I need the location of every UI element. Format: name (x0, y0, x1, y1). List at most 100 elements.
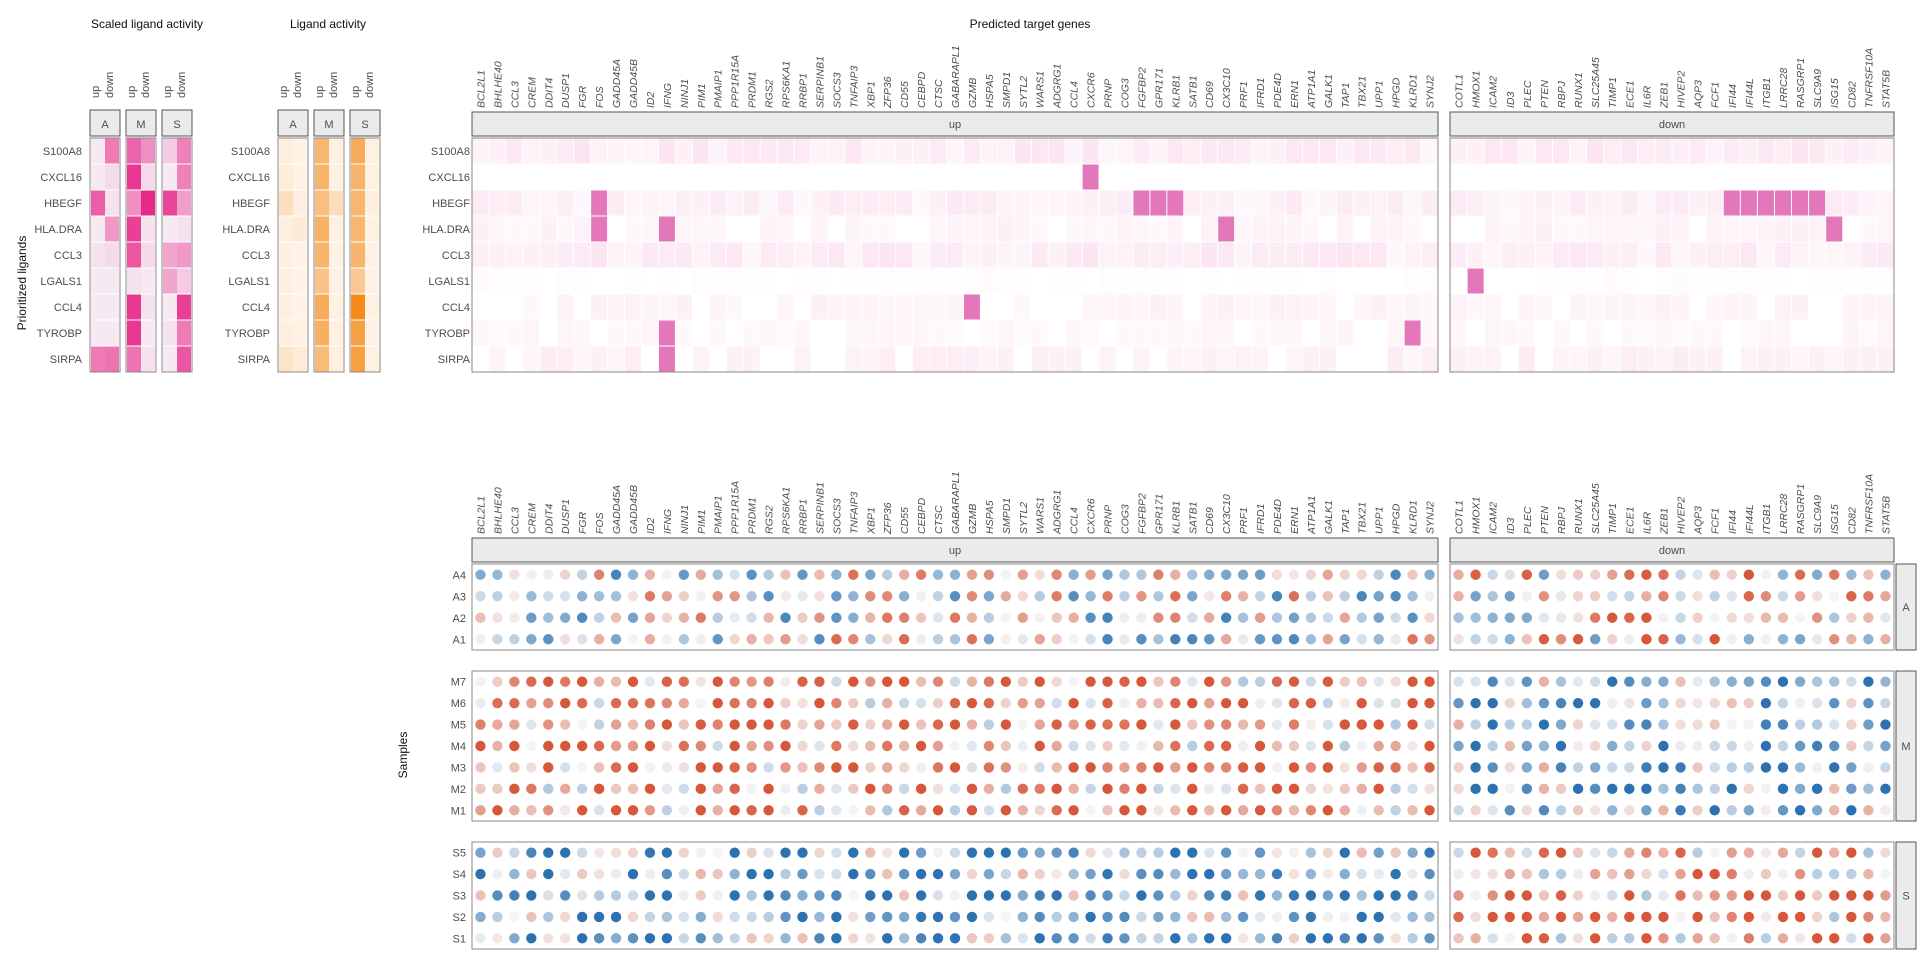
target-cell-up-TYROBP-CREM-3 (523, 320, 540, 346)
target-cell-up-CCL3-TAP1-51 (1336, 242, 1353, 268)
target-cell-down-S100A8-HIVEP2-13 (1672, 138, 1689, 164)
dot-down-A1-PTEN-5 (1538, 634, 1550, 645)
target-cell-down-CCL3-PTEN-5 (1535, 242, 1552, 268)
scaled-dir-up-A: up (90, 86, 102, 98)
target-cell-up-SIRPA-RRBP1-19 (794, 346, 811, 372)
dot-down-M4-SLC25A45-8 (1589, 740, 1601, 752)
target-cell-up-CXCL16-ID2-10 (641, 164, 658, 190)
bottom-gene-down-ZEB1-12: ZEB1 (1658, 508, 1670, 535)
target-cell-up-CXCL16-PRF1-45 (1235, 164, 1252, 190)
target-cell-up-HLA.DRA-ERN1-48 (1285, 216, 1302, 242)
target-cell-down-CCL4-RASGRP1-20 (1792, 294, 1809, 320)
dot-up-M6-FGFBP2-39 (1136, 697, 1147, 709)
dot-up-A2-PRDM1-16 (746, 612, 757, 623)
bottom-gene-down-SLC9A9-21: SLC9A9 (1812, 495, 1824, 534)
dot-up-M5-DDIT4-4 (543, 719, 554, 730)
top-gene-up-PMAIP1-14: PMAIP1 (713, 69, 725, 108)
dot-up-S4-UPP1-53 (1373, 868, 1384, 880)
dot-up-S1-ATP1A1-49 (1305, 933, 1317, 944)
dot-up-M6-GABARAPL1-28 (949, 697, 961, 709)
dot-up-S2-HSPA5-30 (983, 911, 995, 923)
target-cell-up-CCL4-PRDM1-16 (743, 294, 760, 320)
bottom-gene-down-IL6R-11: IL6R (1641, 511, 1653, 534)
target-cell-down-LGALS1-PLEC-4 (1518, 268, 1535, 294)
target-cell-up-HBEGF-KLRB1-41 (1167, 190, 1184, 216)
target-cell-up-SIRPA-KLRD1-55 (1404, 346, 1421, 372)
target-cell-down-SIRPA-PLEC-4 (1518, 346, 1535, 372)
target-cell-up-CXCL16-WARS1-33 (1031, 164, 1048, 190)
target-cell-up-S100A8-UPP1-53 (1370, 138, 1387, 164)
dot-up-M3-COG3-38 (1119, 762, 1130, 773)
dot-up-M5-GABARAPL1-28 (949, 719, 961, 730)
dot-up-M5-ZFP36-24 (882, 719, 893, 730)
dot-up-M6-BCL2L1-0 (475, 697, 486, 709)
dot-up-M7-KLRD1-55 (1407, 676, 1418, 687)
dot-down-S2-FCF1-15 (1709, 911, 1720, 923)
dot-down-M6-IFI44L-17 (1743, 697, 1755, 709)
dot-up-S2-KLRB1-41 (1170, 911, 1181, 923)
dot-up-M6-PPP1R15A-15 (729, 697, 740, 709)
dot-up-A3-PRF1-45 (1237, 591, 1249, 602)
target-cell-up-SIRPA-GADD45B-9 (625, 346, 641, 372)
top-gene-up-SATB1-42: SATB1 (1187, 76, 1199, 108)
dot-down-M3-LRRC28-19 (1777, 762, 1789, 773)
target-cell-up-CCL3-CTSC-27 (930, 242, 947, 268)
dot-down-M6-RUNX1-7 (1572, 697, 1584, 709)
bottom-gene-up-ATP1A1-49: ATP1A1 (1306, 496, 1318, 535)
target-cell-up-SIRPA-SMPD1-31 (997, 346, 1014, 372)
dot-down-M6-PTEN-5 (1538, 697, 1550, 709)
dot-down-S1-TIMP1-9 (1607, 933, 1618, 944)
dot-up-S3-SOCS3-21 (831, 890, 842, 901)
dot-up-S2-PIM1-13 (695, 911, 706, 923)
target-cell-up-LGALS1-KLRB1-41 (1167, 268, 1184, 294)
target-cell-up-CCL4-CD69-43 (1201, 294, 1218, 320)
dot-up-M1-SMPD1-31 (1000, 805, 1012, 816)
dot-up-A3-NINJ1-12 (678, 591, 690, 602)
dot-down-S3-FCF1-15 (1709, 890, 1720, 901)
dot-up-S5-RGS2-17 (763, 847, 774, 858)
dot-down-S4-ITGB1-18 (1760, 868, 1772, 880)
top-gene-up-FGFBP2-39: FGFBP2 (1136, 67, 1148, 108)
target-cell-down-HLA.DRA-PTEN-5 (1535, 216, 1552, 242)
dot-up-M2-PMAIP1-14 (712, 783, 723, 795)
dot-up-A2-COG3-38 (1119, 612, 1130, 623)
bottom-gene-up-BCL2L1-0: BCL2L1 (475, 496, 487, 534)
dot-down-A2-ID3-3 (1504, 612, 1515, 623)
dot-up-M7-UPP1-53 (1373, 676, 1384, 687)
dot-down-M5-IFI44-16 (1726, 719, 1737, 730)
target-cell-up-S100A8-RRBP1-19 (794, 138, 811, 164)
top-gene-down-FCF1-15: FCF1 (1710, 82, 1722, 108)
dot-up-M6-GADD45B-9 (627, 697, 639, 709)
dot-down-S2-HIVEP2-13 (1675, 911, 1686, 923)
target-cell-down-S100A8-AQP3-14 (1689, 138, 1706, 164)
dot-up-M1-DUSP1-5 (560, 805, 571, 816)
target-cell-down-SIRPA-COTL1-0 (1450, 346, 1467, 372)
dot-up-M4-GPR171-40 (1153, 740, 1164, 752)
target-cell-up-HLA.DRA-BCL2L1-0 (472, 216, 489, 242)
dot-up-A1-SATB1-42 (1187, 634, 1198, 645)
dot-up-A2-GZMB-29 (966, 612, 978, 623)
target-cell-down-CXCL16-SLC25A45-8 (1587, 164, 1604, 190)
target-cell-up-SIRPA-GZMB-29 (963, 346, 980, 372)
target-cell-down-TYROBP-ZEB1-12 (1655, 320, 1672, 346)
dot-up-A1-UPP1-53 (1373, 634, 1384, 645)
target-cell-up-HBEGF-WARS1-33 (1031, 190, 1048, 216)
dot-up-A3-SYTL2-32 (1017, 591, 1028, 602)
top-gene-up-FGR-6: FGR (577, 85, 589, 108)
dot-up-M3-SERPINB1-20 (814, 762, 825, 773)
target-cell-up-S100A8-ZFP36-24 (879, 138, 896, 164)
target-cell-down-HLA.DRA-PLEC-4 (1518, 216, 1535, 242)
ligand-label-activity-CXCL16: CXCL16 (228, 172, 270, 184)
dot-up-M4-ADGRG1-34 (1051, 740, 1062, 752)
dot-down-A4-COTL1-0 (1453, 569, 1464, 580)
dot-up-M2-NINJ1-12 (678, 783, 690, 795)
dot-up-M1-COG3-38 (1119, 805, 1130, 816)
dot-down-A3-IL6R-11 (1641, 591, 1652, 602)
target-cell-up-CCL4-TBX21-52 (1353, 294, 1370, 320)
target-cell-up-CCL4-HSPA5-30 (980, 294, 997, 320)
target-cell-up-SIRPA-CXCR6-36 (1082, 346, 1099, 372)
dot-up-M6-SATB1-42 (1187, 697, 1198, 709)
target-cell-up-HLA.DRA-RPS6KA1-18 (777, 216, 794, 242)
dot-down-A3-IFI44-16 (1726, 591, 1737, 602)
dot-up-A2-KLRD1-55 (1407, 612, 1418, 623)
